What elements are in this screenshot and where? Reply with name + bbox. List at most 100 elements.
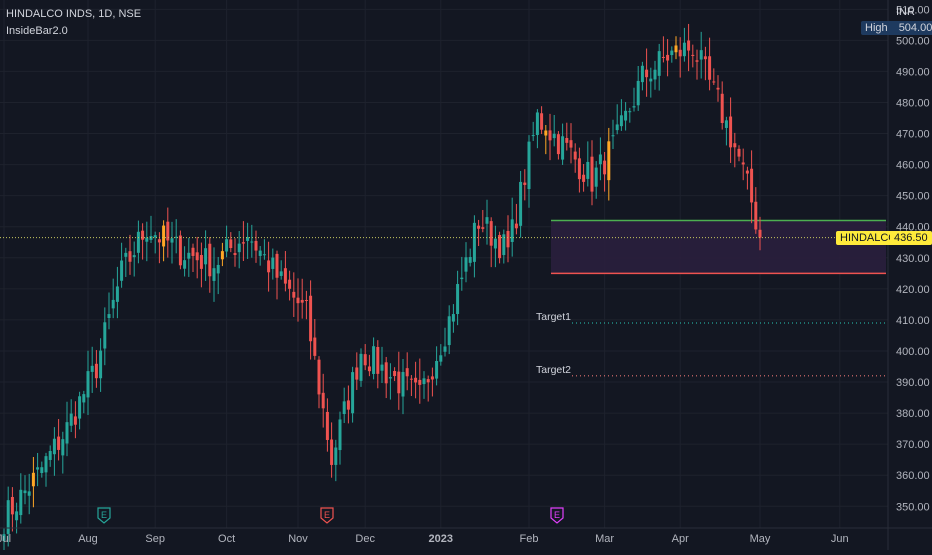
target-label: Target1 (536, 311, 571, 323)
candle-body (724, 120, 728, 128)
current-symbol-tag: HINDALCO (836, 230, 901, 245)
candle-body (456, 284, 460, 315)
candle-body (741, 162, 745, 165)
candle-body (607, 141, 611, 181)
earnings-marker[interactable]: E (320, 507, 334, 524)
candle-body (405, 368, 409, 377)
candle-body (279, 271, 283, 276)
candle-body (729, 116, 733, 148)
candle-body (418, 379, 422, 385)
candle-body (31, 472, 35, 487)
candle-body (342, 401, 346, 415)
candle-body (712, 81, 716, 83)
candle-body (174, 236, 178, 238)
candle-body (552, 133, 556, 139)
candle-body (94, 363, 98, 379)
candle-body (27, 491, 31, 496)
candle-body (397, 371, 401, 394)
candle-body (611, 135, 615, 137)
y-tick-label: 510.00 (896, 4, 930, 16)
candle-body (157, 239, 161, 243)
x-tick-label: Apr (672, 533, 689, 545)
x-tick-label: Feb (520, 533, 539, 545)
candle-body (582, 174, 586, 182)
candle-body (107, 314, 111, 319)
candle-body (653, 69, 657, 80)
candle-body (691, 54, 695, 56)
candle-body (468, 257, 472, 263)
candle-body (57, 436, 61, 450)
candle-body (86, 371, 90, 398)
candle-body (132, 255, 136, 258)
symbol-title: HINDALCO INDS, 1D, NSE (6, 8, 142, 20)
candle-body (162, 225, 166, 247)
candle-body (514, 223, 518, 229)
x-tick-label: Sep (145, 533, 165, 545)
candle-body (531, 135, 535, 137)
candle-body (573, 151, 577, 160)
y-tick-label: 450.00 (896, 191, 930, 203)
candle-body (292, 291, 296, 298)
candle-body (758, 229, 762, 238)
earnings-marker[interactable]: E (550, 507, 564, 524)
candle-body (632, 106, 636, 108)
candle-body (376, 346, 380, 374)
candle-body (103, 322, 107, 349)
y-tick-label: 500.00 (896, 35, 930, 47)
candle-body (498, 234, 502, 259)
candle-body (10, 496, 14, 515)
earnings-shield-icon (320, 507, 334, 524)
earnings-shield-icon (97, 507, 111, 524)
candle-body (464, 257, 468, 272)
candle-body (615, 124, 619, 131)
candle-body (682, 42, 686, 57)
y-tick-label: 490.00 (896, 66, 930, 78)
candle-body (535, 112, 539, 135)
candle-body (506, 230, 510, 248)
candle-body (502, 234, 506, 256)
candle-body (254, 240, 258, 251)
candle-body (598, 154, 602, 165)
candle-body (548, 130, 552, 141)
candle-body (720, 93, 724, 124)
candle-body (191, 247, 195, 256)
candle-body (355, 367, 359, 380)
candle-body (225, 239, 229, 252)
candle-body (628, 111, 632, 113)
candle-body (90, 365, 94, 372)
candle-body (510, 219, 514, 242)
candle-body (23, 490, 27, 494)
candle-body (645, 69, 649, 78)
candle-body (451, 314, 455, 322)
candle-body (493, 238, 497, 249)
current-price-tag: 436.50 (890, 230, 932, 245)
candle-body (145, 237, 149, 242)
candle-body (384, 362, 388, 384)
earnings-shield-icon (550, 507, 564, 524)
candle-body (363, 354, 367, 366)
candle-body (309, 295, 313, 342)
earnings-marker[interactable]: E (97, 507, 111, 524)
candle-body (708, 56, 712, 80)
candle-body (544, 130, 548, 136)
candle-body (716, 87, 720, 90)
candle-body (271, 257, 275, 269)
candle-body (338, 419, 342, 451)
target-label: Target2 (536, 364, 571, 376)
candle-body (523, 182, 527, 185)
candle-body (52, 438, 56, 455)
candle-body (229, 239, 233, 249)
candle-body (65, 422, 69, 444)
earnings-letter: E (324, 510, 330, 520)
candle-body (82, 394, 86, 403)
candle-body (359, 353, 363, 381)
candle-body (649, 78, 653, 82)
candle-body (288, 279, 292, 289)
y-tick-label: 380.00 (896, 408, 930, 420)
candle-body (733, 143, 737, 148)
candle-body (489, 221, 493, 246)
candle-body (208, 243, 212, 277)
candle-body (577, 158, 581, 180)
